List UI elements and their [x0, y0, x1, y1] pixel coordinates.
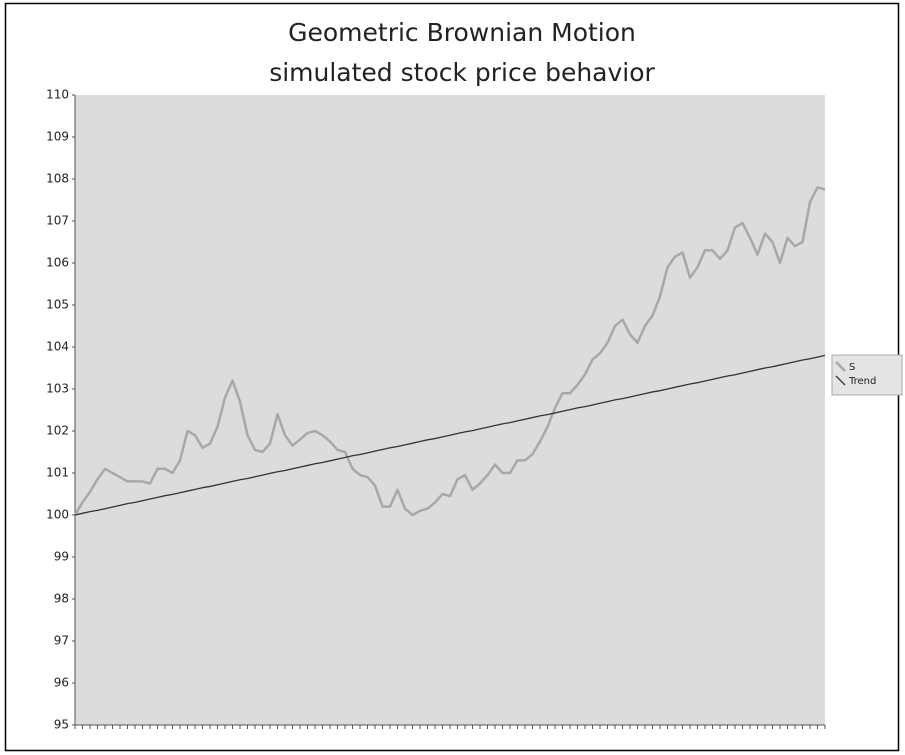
chart-title: Geometric Brownian Motion [288, 18, 636, 47]
series-line [74, 354, 826, 516]
legend-label: S [849, 362, 855, 373]
legend-swatch [835, 375, 846, 386]
y-tick-label: 99 [54, 550, 69, 564]
chart-subtitle: simulated stock price behavior [269, 58, 655, 87]
y-tick-label: 98 [54, 592, 69, 606]
y-tick-label: 97 [54, 634, 69, 648]
legend-label: Trend [848, 376, 876, 387]
y-tick-label: 100 [46, 508, 69, 522]
y-tick-label: 95 [54, 718, 69, 732]
y-tick-label: 101 [46, 466, 69, 480]
y-tick-label: 110 [46, 88, 69, 102]
y-tick-label: 108 [46, 172, 69, 186]
series-line [73, 186, 826, 517]
y-tick-label: 106 [46, 256, 69, 270]
y-tick-label: 103 [46, 382, 69, 396]
y-tick-label: 102 [46, 424, 69, 438]
y-tick-label: 107 [46, 214, 69, 228]
legend-box [831, 354, 903, 396]
y-tick-label: 109 [46, 130, 69, 144]
y-tick-label: 105 [46, 298, 69, 312]
y-tick-label: 96 [54, 676, 69, 690]
legend-swatch [835, 361, 846, 372]
plot-area [75, 95, 825, 725]
y-tick-label: 104 [46, 340, 69, 354]
